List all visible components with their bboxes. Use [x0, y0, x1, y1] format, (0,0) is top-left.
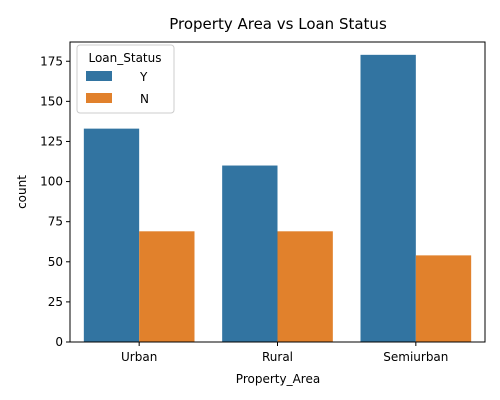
x-axis: Urban Rural Semiurban	[121, 342, 448, 364]
x-tick-label: Semiurban	[383, 350, 448, 364]
x-tick-label: Urban	[121, 350, 157, 364]
y-tick-label: 25	[48, 295, 63, 309]
plot-frame	[69, 41, 486, 343]
legend-label-y: Y	[139, 70, 148, 84]
bar-semiurban-y	[360, 54, 416, 342]
legend-swatch-y	[86, 71, 112, 81]
y-tick-label: 100	[40, 175, 63, 189]
y-tick-label: 150	[40, 94, 63, 108]
bar-urban-y	[83, 128, 140, 342]
legend: Loan_Status Y N	[76, 44, 175, 114]
x-tick-label: Rural	[262, 350, 293, 364]
y-tick-label: 175	[40, 54, 63, 68]
bar-urban-n	[139, 231, 195, 342]
y-tick-label: 75	[48, 215, 63, 229]
y-tick-label: 50	[48, 255, 63, 269]
legend-title: Loan_Status	[88, 51, 161, 65]
y-axis-label: count	[15, 175, 29, 209]
chart-title: Property Area vs Loan Status	[169, 15, 387, 33]
bars-layer	[83, 54, 472, 342]
bar-rural-n	[277, 231, 333, 342]
bar-semiurban-n	[415, 255, 472, 342]
bar-rural-y	[222, 165, 278, 342]
legend-label-n: N	[140, 92, 149, 106]
legend-swatch-n	[86, 93, 112, 103]
x-axis-label: Property_Area	[236, 372, 320, 386]
y-axis: 0 25 50 75 100 125 150 175	[40, 54, 70, 349]
y-tick-label: 0	[55, 335, 63, 349]
y-tick-label: 125	[40, 134, 63, 148]
